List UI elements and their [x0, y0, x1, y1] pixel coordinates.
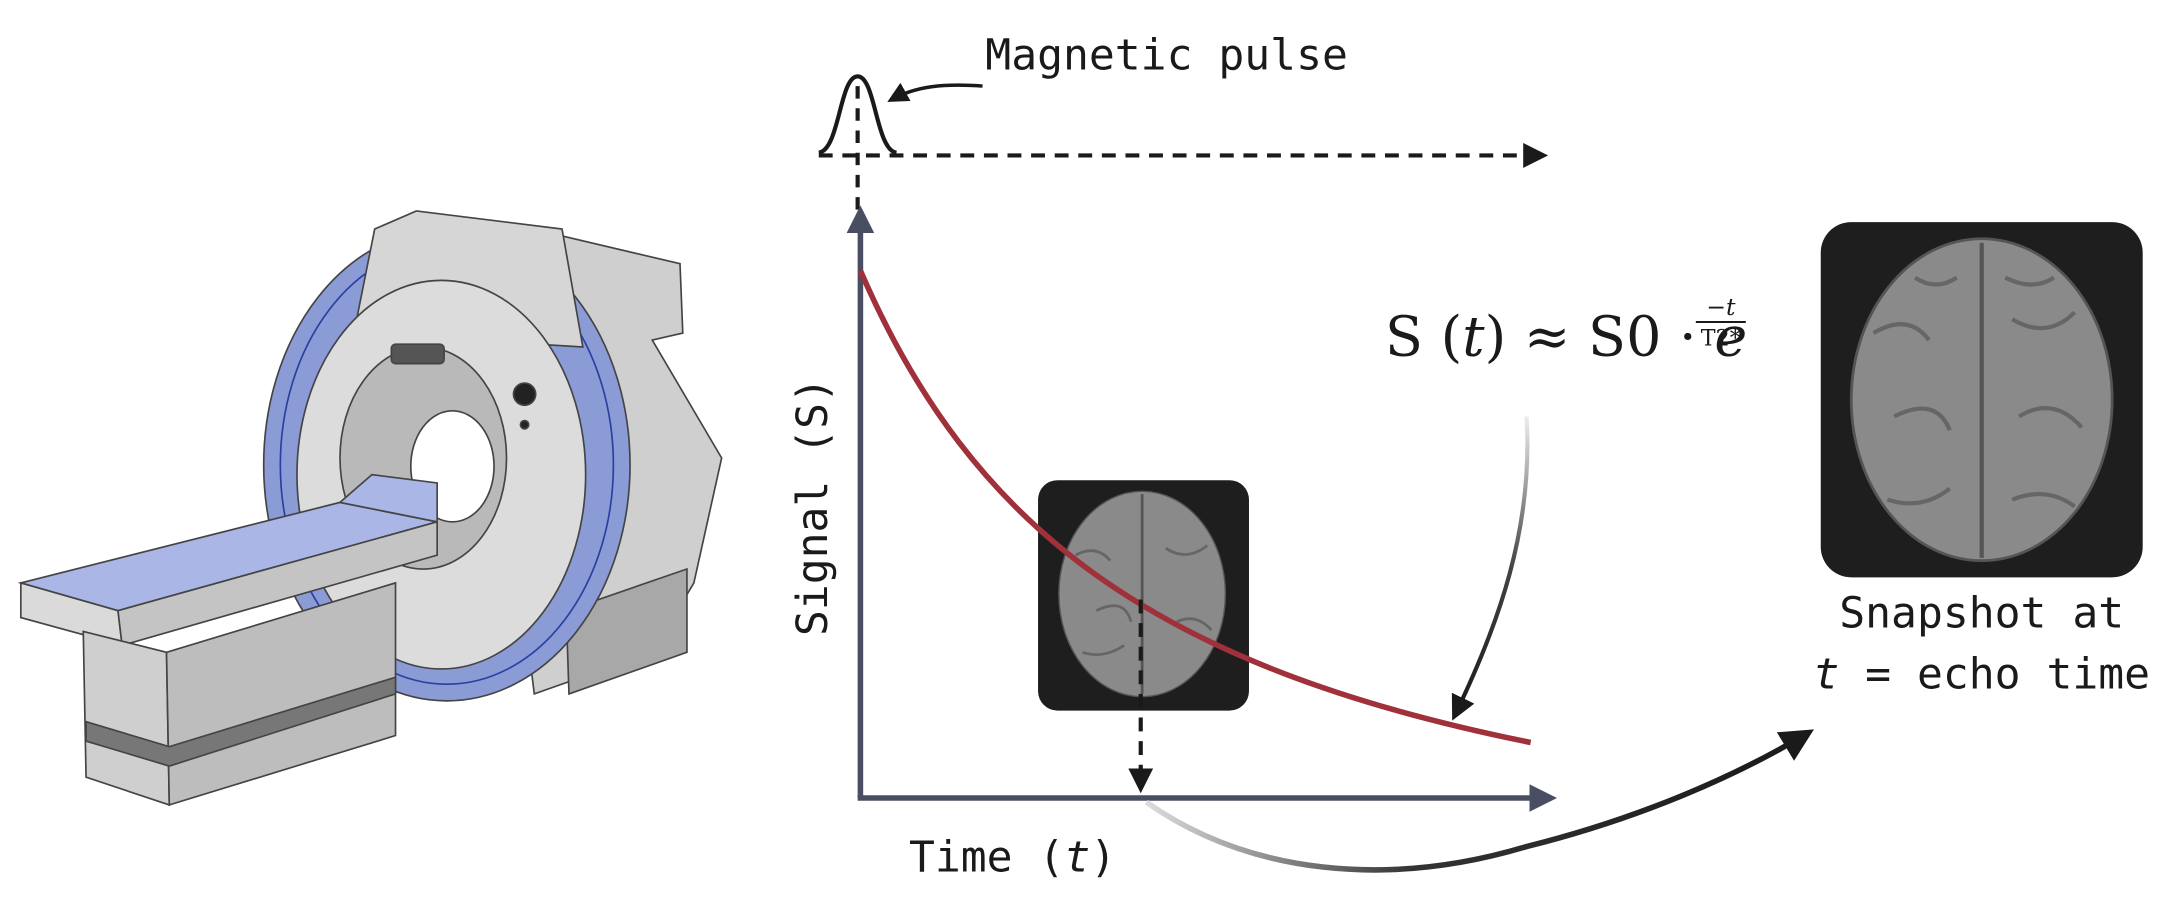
- x-label-prefix: Time (: [909, 833, 1064, 883]
- pulse-pointer: [887, 82, 983, 102]
- formula-pointer: [1451, 416, 1530, 721]
- x-label-suffix: ): [1090, 833, 1116, 883]
- formula-base: e: [1714, 304, 1747, 369]
- formula-denominator: T2*: [1701, 326, 1741, 352]
- brain-small: [1038, 480, 1249, 711]
- formula: S (t) ≈ S0 · e: [1385, 304, 1747, 369]
- snapshot-arrow: [1144, 729, 1814, 873]
- caption-line2: t = echo time: [1813, 649, 2150, 699]
- caption-line1: Snapshot at: [1839, 588, 2124, 638]
- x-axis-label: Time (t): [909, 833, 1116, 883]
- caption-var: t: [1813, 649, 1839, 699]
- pulse-label: Magnetic pulse: [985, 30, 1348, 80]
- y-axis-label: Signal (S): [788, 377, 838, 636]
- formula-right: ) ≈ S0 ·: [1485, 304, 1715, 369]
- pulse-shape: [817, 74, 898, 155]
- formula-left: S (: [1385, 304, 1462, 369]
- brain-large: [1820, 222, 2143, 578]
- mri-scanner: [17, 210, 723, 807]
- formula-numerator: −t: [1706, 293, 1736, 321]
- decay-curve: [857, 269, 1532, 746]
- formula-var: t: [1462, 304, 1485, 369]
- caption-rest: = echo time: [1839, 649, 2150, 699]
- x-label-var: t: [1064, 833, 1090, 883]
